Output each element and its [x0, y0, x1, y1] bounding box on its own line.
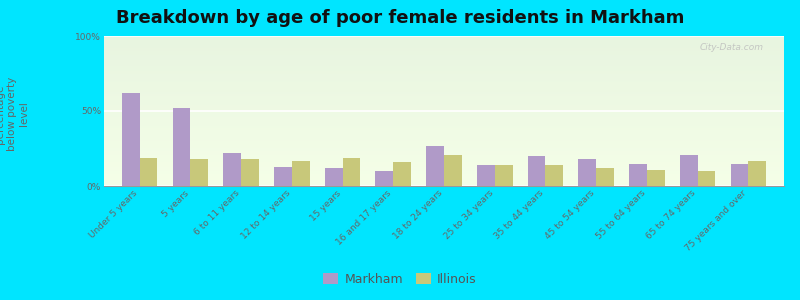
Bar [630, 164, 647, 186]
Bar [139, 158, 158, 186]
Legend: Markham, Illinois: Markham, Illinois [318, 268, 482, 291]
Text: percentage
below poverty
level: percentage below poverty level [0, 77, 29, 151]
Bar [477, 165, 494, 186]
Bar [596, 168, 614, 186]
Bar [647, 169, 665, 186]
Bar [122, 93, 139, 186]
Bar [241, 159, 258, 186]
Bar [730, 164, 749, 186]
Bar [528, 156, 546, 186]
Bar [325, 168, 342, 186]
Text: City-Data.com: City-Data.com [699, 44, 763, 52]
Bar [375, 171, 394, 186]
Bar [444, 154, 462, 186]
Bar [546, 165, 563, 186]
Bar [274, 167, 292, 186]
Bar [342, 158, 360, 186]
Bar [749, 160, 766, 186]
Bar [680, 154, 698, 186]
Bar [426, 146, 444, 186]
Bar [698, 171, 715, 186]
Bar [190, 159, 208, 186]
Bar [578, 159, 596, 186]
Text: Breakdown by age of poor female residents in Markham: Breakdown by age of poor female resident… [116, 9, 684, 27]
Bar [292, 160, 310, 186]
Bar [494, 165, 513, 186]
Bar [173, 108, 190, 186]
Bar [223, 153, 241, 186]
Bar [394, 162, 411, 186]
